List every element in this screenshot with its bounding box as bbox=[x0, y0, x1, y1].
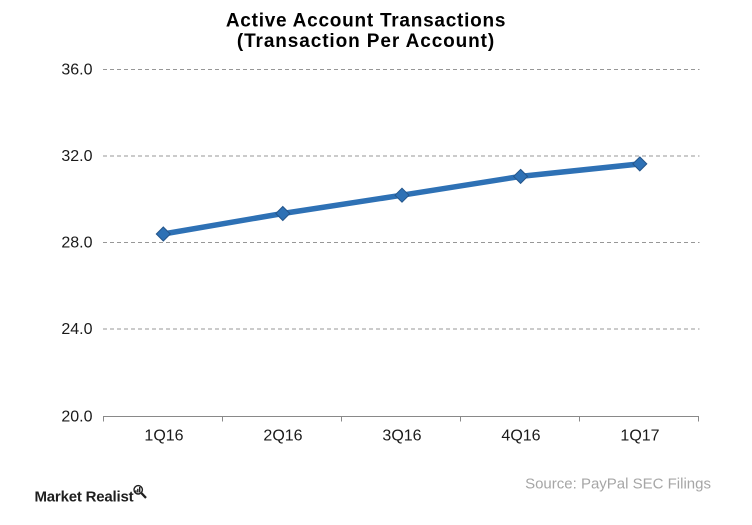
svg-text:36.0: 36.0 bbox=[61, 62, 92, 79]
svg-text:28.0: 28.0 bbox=[61, 235, 92, 252]
svg-text:20.0: 20.0 bbox=[61, 409, 92, 426]
svg-text:Market Realist: Market Realist bbox=[35, 488, 134, 505]
svg-text:32.0: 32.0 bbox=[61, 148, 92, 165]
svg-text:Active Account Transactions: Active Account Transactions bbox=[226, 11, 506, 32]
svg-text:1Q16: 1Q16 bbox=[144, 428, 183, 445]
svg-text:(Transaction Per Account): (Transaction Per Account) bbox=[237, 31, 495, 52]
svg-text:4Q16: 4Q16 bbox=[501, 428, 540, 445]
svg-text:Source: PayPal SEC Filings: Source: PayPal SEC Filings bbox=[525, 476, 711, 493]
svg-text:1Q17: 1Q17 bbox=[620, 428, 659, 445]
svg-text:2Q16: 2Q16 bbox=[263, 428, 302, 445]
svg-text:24.0: 24.0 bbox=[61, 321, 92, 338]
svg-text:3Q16: 3Q16 bbox=[382, 428, 421, 445]
